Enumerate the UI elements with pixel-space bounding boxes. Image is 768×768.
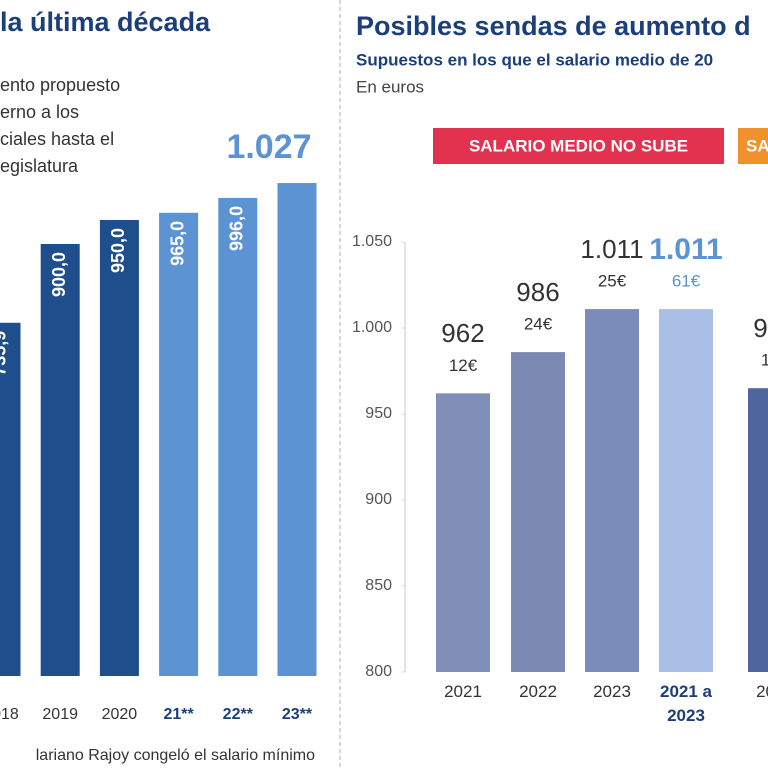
y-tick-label: 950 <box>365 405 392 422</box>
bar <box>748 388 768 672</box>
badge <box>738 128 768 164</box>
x-tick-label: 2021 a 2023 <box>660 682 712 725</box>
y-tick-label: 850 <box>365 577 392 594</box>
value-label: 735,9 <box>0 331 10 376</box>
increment-label: 25€ <box>598 272 627 291</box>
bar <box>585 309 639 672</box>
x-tick-label: 22** <box>223 706 254 723</box>
y-tick-label: 1.050 <box>352 233 392 250</box>
value-label: 962 <box>441 318 484 348</box>
annotation-line: erno a los <box>0 102 79 122</box>
value-label: 996,0 <box>227 206 247 251</box>
badge <box>433 128 724 164</box>
bar <box>511 352 565 672</box>
bar <box>40 244 80 676</box>
footnote: lariano Rajoy congeló el salario mínimo <box>36 747 315 764</box>
x-tick-label: 2023 <box>593 682 631 701</box>
x-tick-label: 2021 <box>444 682 482 701</box>
value-label: 950,0 <box>108 228 128 273</box>
right-title: Posibles sendas de aumento d <box>356 11 751 41</box>
right-subtitle: Supuestos en los que el salario medio de… <box>356 50 713 69</box>
bar <box>159 212 199 677</box>
bar <box>659 309 713 672</box>
bar <box>218 197 258 677</box>
bar <box>99 220 139 676</box>
x-tick-label: 2020 <box>102 706 138 723</box>
annotation-line: ciales hasta el <box>0 129 114 149</box>
x-tick-label: 2018 <box>0 706 19 723</box>
value-label: 1.011 <box>580 234 643 264</box>
unit-label: En euros <box>356 77 424 96</box>
value-label: 965,0 <box>167 221 187 266</box>
x-tick-label: 2022 <box>519 682 557 701</box>
increment-label: 24€ <box>524 315 553 334</box>
bar <box>436 393 490 672</box>
badge-label: SALARIO MEDIO NO SUBE <box>469 136 688 155</box>
value-label: 986 <box>516 277 559 307</box>
increment-label: 15€ <box>761 351 768 370</box>
increment-label: 61€ <box>672 272 701 291</box>
left-title: la última década <box>0 7 211 37</box>
value-label: 965 <box>753 313 768 343</box>
annotation-line: ento propuesto <box>0 75 120 95</box>
x-tick-label: 2021 <box>756 682 768 701</box>
x-tick-label: 23** <box>282 706 313 723</box>
value-label: 900,0 <box>49 252 69 297</box>
x-tick-label: 2019 <box>42 706 78 723</box>
y-tick-label: 1.000 <box>352 319 392 336</box>
annotation-line: egislatura <box>0 156 79 176</box>
value-label: 1.027 <box>226 128 311 166</box>
increment-label: 12€ <box>449 356 478 375</box>
value-label: 1.011 <box>649 233 722 266</box>
bar <box>0 322 21 676</box>
badge-label: SA <box>746 136 768 155</box>
bar <box>277 183 317 677</box>
y-tick-label: 900 <box>365 491 392 508</box>
x-tick-label: 21** <box>163 706 194 723</box>
y-tick-label: 800 <box>365 663 392 680</box>
